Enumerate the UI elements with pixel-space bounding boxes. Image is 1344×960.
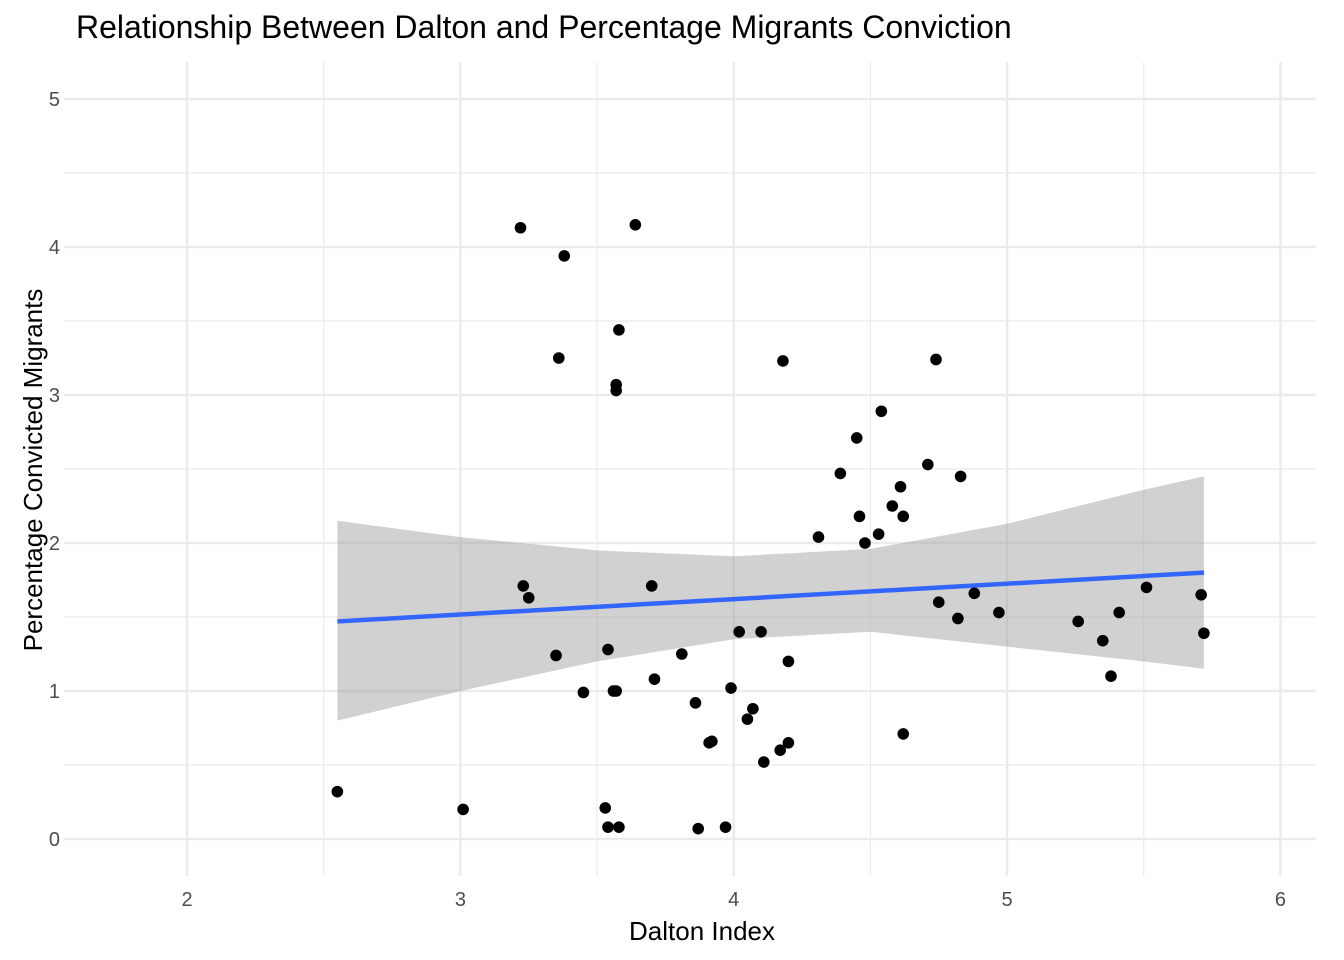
data-point (952, 612, 964, 625)
data-point (812, 531, 825, 543)
data-point (514, 221, 527, 234)
data-point (968, 587, 981, 600)
data-point (782, 737, 795, 749)
data-point (602, 643, 614, 656)
data-point (629, 219, 642, 231)
major-gridlines (64, 62, 1316, 876)
data-point (645, 580, 658, 592)
data-point (725, 682, 737, 694)
data-point (613, 324, 625, 336)
data-point (853, 510, 866, 523)
data-point (777, 355, 789, 367)
data-point (922, 458, 934, 471)
data-point (517, 580, 530, 592)
x-tick-label: 3 (455, 889, 466, 911)
data-point (610, 685, 622, 697)
data-point (850, 432, 863, 444)
y-tick-label: 5 (49, 89, 60, 111)
data-point (719, 821, 732, 833)
y-tick-label: 3 (49, 385, 60, 407)
trend-line-layer (337, 570, 1205, 624)
data-point (741, 713, 754, 725)
data-point (331, 785, 344, 798)
data-point (552, 352, 565, 364)
data-point (613, 821, 625, 833)
y-tick-label: 2 (49, 533, 60, 555)
data-point (706, 735, 718, 748)
data-point (758, 756, 770, 768)
data-point (886, 500, 899, 512)
data-point (558, 250, 571, 262)
data-point (689, 697, 702, 709)
data-point (897, 728, 910, 740)
data-point (599, 802, 612, 814)
data-point (1140, 581, 1153, 594)
data-point (1195, 589, 1207, 601)
data-point (859, 537, 871, 549)
data-point (648, 673, 661, 685)
data-point (1072, 615, 1084, 628)
data-point (550, 649, 562, 662)
data-point (930, 353, 942, 366)
data-point (894, 480, 907, 493)
data-point (774, 744, 787, 756)
data-point (1198, 627, 1210, 640)
data-points-layer (331, 219, 1210, 835)
y-tick-label: 0 (49, 829, 60, 851)
y-tick-label: 1 (49, 681, 60, 703)
y-axis-tick-labels: 0 1 2 3 4 5 (49, 89, 60, 851)
data-point (993, 606, 1005, 619)
x-axis-title: Dalton Index (629, 916, 775, 946)
data-point (522, 591, 535, 604)
y-axis-title: Percentage Convicted Migrants (18, 289, 48, 652)
data-point (755, 626, 767, 638)
data-point (954, 470, 967, 483)
data-point (932, 596, 945, 608)
data-point (747, 702, 759, 715)
x-tick-label: 2 (181, 889, 192, 911)
data-point (610, 384, 622, 397)
x-tick-label: 5 (1002, 889, 1013, 911)
data-point (834, 467, 847, 480)
data-point (782, 655, 795, 668)
data-point (1096, 634, 1109, 647)
data-point (692, 822, 705, 835)
data-point (457, 803, 469, 816)
x-tick-label: 6 (1275, 889, 1286, 911)
x-tick-label: 4 (728, 889, 739, 911)
trend-line (337, 570, 1205, 624)
data-point (602, 821, 614, 833)
data-point (1113, 606, 1125, 619)
data-point (875, 405, 888, 418)
data-point (872, 528, 885, 540)
x-axis-tick-labels: 2 3 4 5 6 (181, 889, 1286, 911)
y-tick-label: 4 (49, 237, 60, 259)
data-point (1105, 670, 1117, 682)
data-point (733, 626, 746, 638)
minor-gridlines (64, 62, 1316, 876)
data-point (577, 686, 590, 699)
chart-title: Relationship Between Dalton and Percenta… (76, 9, 1012, 45)
data-point (675, 648, 688, 660)
data-point (897, 510, 910, 523)
